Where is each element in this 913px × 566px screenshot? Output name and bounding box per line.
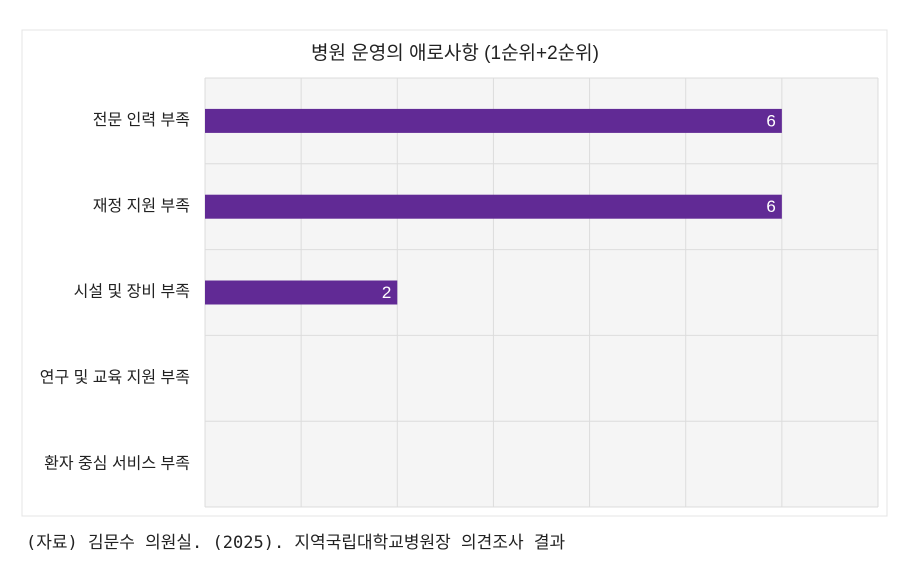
bar <box>205 108 782 133</box>
y-tick-label: 전문 인력 부족 <box>93 111 190 129</box>
bar <box>205 194 782 219</box>
chart-title: 병원 운영의 애로사항 (1순위+2순위) <box>311 42 599 64</box>
value-label: 6 <box>766 197 775 216</box>
value-label: 6 <box>766 111 775 130</box>
bar <box>205 280 398 305</box>
y-tick-label: 환자 중심 서비스 부족 <box>44 454 190 472</box>
value-label: 2 <box>382 283 391 302</box>
y-tick-label: 재정 지원 부족 <box>93 197 190 215</box>
y-tick-label: 시설 및 장비 부족 <box>74 283 190 301</box>
source-note: (자료) 김문수 의원실. (2025). 지역국립대학교병원장 의견조사 결과 <box>26 533 565 553</box>
y-tick-label: 연구 및 교육 지원 부족 <box>40 369 190 387</box>
